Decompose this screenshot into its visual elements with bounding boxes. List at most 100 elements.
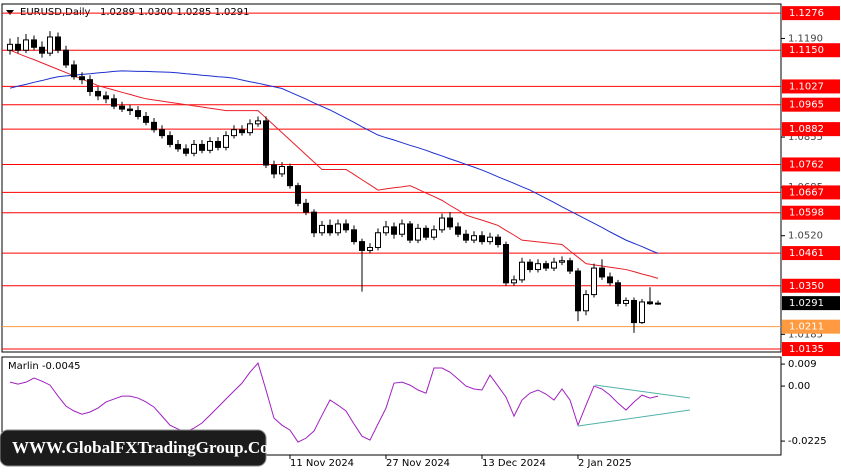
candle-body <box>567 260 573 272</box>
candle-body <box>543 263 549 269</box>
candle-body <box>311 211 317 234</box>
level-label-bg <box>782 79 840 94</box>
candle-body <box>519 261 525 281</box>
level-label-bg <box>782 278 840 293</box>
candle-body <box>7 43 13 51</box>
y-tick-label: 0.009 <box>788 359 817 370</box>
candle-body <box>87 79 93 92</box>
candle-body <box>599 267 605 278</box>
candle-body <box>23 39 29 51</box>
candle-body <box>143 115 149 123</box>
candle-body <box>103 95 109 100</box>
candle-body <box>215 140 221 148</box>
candle-body <box>551 261 557 269</box>
candle-body <box>127 108 133 112</box>
candle-body <box>415 227 421 241</box>
level-label: 1.0211 <box>789 322 824 333</box>
level-label: 1.0598 <box>789 208 824 219</box>
candle-body <box>511 279 517 284</box>
candle-body <box>351 229 357 243</box>
trend-line <box>577 409 691 427</box>
candle-body <box>231 129 237 137</box>
candle-body <box>559 260 565 263</box>
candle-body <box>647 301 653 305</box>
candle-body <box>255 120 261 125</box>
candle-body <box>63 49 69 66</box>
level-label: 1.0762 <box>789 159 824 170</box>
level-label-bg <box>782 43 840 58</box>
y-tick-label: 1.1190 <box>788 33 823 44</box>
candle-body <box>55 36 61 51</box>
level-label-bg <box>782 342 840 357</box>
candle-body <box>495 236 501 246</box>
candle-body <box>199 143 205 151</box>
candle-body <box>111 98 117 107</box>
candle-body <box>607 276 613 284</box>
x-tick-label: 2 Jan 2025 <box>578 458 632 469</box>
candle-body <box>183 148 189 154</box>
level-label: 1.1150 <box>789 45 824 56</box>
candle-body <box>615 282 621 304</box>
y-tick-label: 0.00 <box>788 381 810 392</box>
level-label-bg <box>782 97 840 112</box>
ma-line <box>9 70 659 254</box>
candle-body <box>279 166 285 175</box>
y-tick-label: 1.0855 <box>788 132 823 143</box>
candle-body <box>583 294 589 312</box>
candle-body <box>503 244 509 284</box>
candle-body <box>591 267 597 296</box>
candle-body <box>367 246 373 251</box>
plot-layers: 1.11901.08551.06851.05201.01850.0090.00-… <box>2 6 840 469</box>
level-label-bg <box>782 319 840 334</box>
x-tick-label: 13 Dec 2024 <box>482 458 546 469</box>
level-label-bg <box>782 6 840 21</box>
candle-body <box>263 120 269 166</box>
watermark: WWW.GlobalFXTradingGroup.Com <box>12 438 283 457</box>
candle-body <box>383 226 389 234</box>
candle-body <box>319 224 325 234</box>
candle-body <box>303 202 309 213</box>
candle-body <box>271 164 277 175</box>
candle-body <box>159 129 165 137</box>
level-label: 1.0350 <box>789 281 824 292</box>
candle-body <box>359 241 365 251</box>
candle-body <box>447 217 453 228</box>
candle-body <box>79 76 85 81</box>
level-label: 1.0135 <box>789 344 824 355</box>
level-label: 1.0965 <box>789 100 824 111</box>
candle-body <box>407 223 413 241</box>
indicator-line <box>9 362 659 443</box>
candle-body <box>343 223 349 231</box>
candle-body <box>135 110 141 117</box>
plot-layer <box>7 31 661 443</box>
y-tick-label: 1.0185 <box>788 329 823 340</box>
level-label-bg <box>782 157 840 172</box>
candle-body <box>575 270 581 312</box>
x-tick-label: 11 Nov 2024 <box>290 458 354 469</box>
candle-body <box>527 261 533 271</box>
candle-body <box>471 235 477 241</box>
level-label-bg <box>782 205 840 220</box>
candle-body <box>239 129 245 134</box>
chart-title: EURUSD,Daily <box>20 7 91 18</box>
candle-body <box>535 263 541 271</box>
candle-body <box>223 135 229 148</box>
candle-body <box>327 224 333 234</box>
indicator-title: Marlin -0.0045 <box>8 361 81 372</box>
candle-body <box>71 64 77 78</box>
level-label-bg <box>782 246 840 261</box>
candle-body <box>639 301 645 324</box>
level-label: 1.0667 <box>789 187 824 198</box>
candle-body <box>439 217 445 231</box>
x-tick-label: 27 Nov 2024 <box>386 458 450 469</box>
candle-body <box>39 46 45 54</box>
candle-body <box>335 223 341 234</box>
candle-body <box>399 223 405 235</box>
candle-body <box>151 121 157 131</box>
y-tick-label: 1.0520 <box>788 231 823 242</box>
level-layer <box>2 12 781 350</box>
candle-body <box>631 299 637 324</box>
level-label: 1.0461 <box>789 248 824 259</box>
candle-body <box>95 90 101 97</box>
